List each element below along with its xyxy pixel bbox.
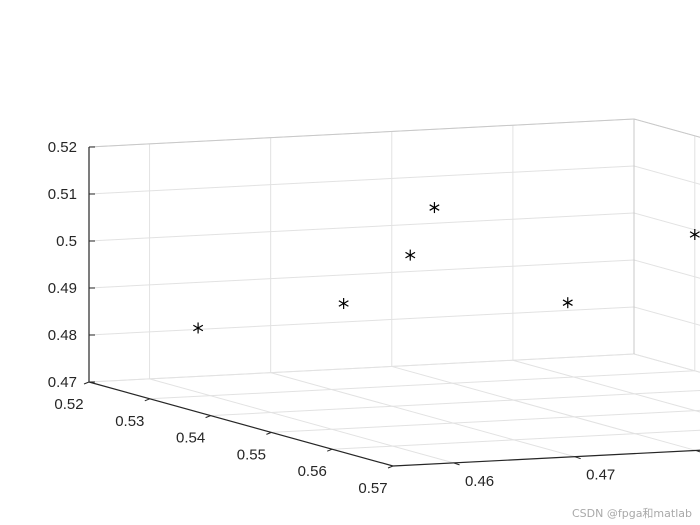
data-point-marker [193,322,204,334]
x-tick-label: 0.57 [358,480,387,497]
grid-line-floor-y [270,372,575,458]
grid-line-rightwall-z [633,118,700,138]
data-point-marker [562,297,573,309]
x-axis-line [88,381,394,467]
marker-stroke [689,231,700,238]
data-point-marker [338,298,349,310]
grid-line-rightwall-z [633,259,700,279]
y-tick-mark [695,449,700,453]
grid-line-leftwall-z [88,165,635,195]
grid-line-rightwall-z [633,306,700,326]
grid-line-leftwall-z [88,259,635,289]
y-tick-mark [574,456,581,460]
y-tick-mark [453,462,460,466]
x-tick-mark [266,431,272,435]
z-tick-label: 0.49 [48,280,77,297]
box-edge [633,118,700,138]
marker-stroke [562,299,573,306]
box-edge [88,118,635,148]
grid-line-floor-y [391,365,696,451]
y-axis-line [392,449,700,467]
x-tick-label: 0.52 [54,396,83,413]
y-tick-label: 0.46 [465,473,494,490]
grid-line-floor-x [332,429,700,450]
grid-line-rightwall-z [633,165,700,185]
tick-labels: 0.52 0.53 0.54 0.55 0.56 0.57 0.46 0.47 0.48 0.49… [48,139,615,497]
watermark: CSDN @fpga和matlab [572,507,692,520]
x-tick-mark [205,415,211,419]
x-tick-mark [387,465,394,469]
z-tick-label: 0.47 [48,374,77,391]
x-tick-mark [83,381,90,385]
grid-line-floor-x [210,389,700,417]
z-tick-label: 0.52 [48,139,77,156]
grid-line-floor-x [149,370,695,400]
x-tick-mark [144,398,150,402]
data-point-marker [429,202,440,214]
z-tick-label: 0.51 [48,186,77,203]
marker-stroke [429,204,440,211]
grid-line-leftwall-z [88,306,635,336]
axes [83,146,700,469]
grid-line-rightwall-z [633,212,700,232]
z-tick-label: 0.5 [56,233,77,250]
marker-stroke [405,251,416,259]
data-points [193,202,700,334]
x-tick-label: 0.55 [237,446,266,463]
grid-line-floor-x [271,409,700,433]
x-tick-mark [327,448,333,452]
x-tick-label: 0.53 [115,413,144,430]
marker-stroke [338,300,349,307]
x-tick-label: 0.54 [176,430,205,447]
grid-line-floor-y [149,378,454,464]
data-point-marker [405,249,416,261]
y-tick-label: 0.47 [586,467,615,484]
marker-stroke [193,324,204,332]
data-point-marker [689,229,700,240]
x-tick-label: 0.56 [298,463,327,480]
grid-line-leftwall-z [88,353,635,383]
grid-line-rightwall-z [633,353,700,373]
grid-line-leftwall-z [88,212,635,242]
grid-lines [88,118,700,467]
grid-line-floor-y [512,359,700,413]
z-tick-label: 0.48 [48,327,77,344]
